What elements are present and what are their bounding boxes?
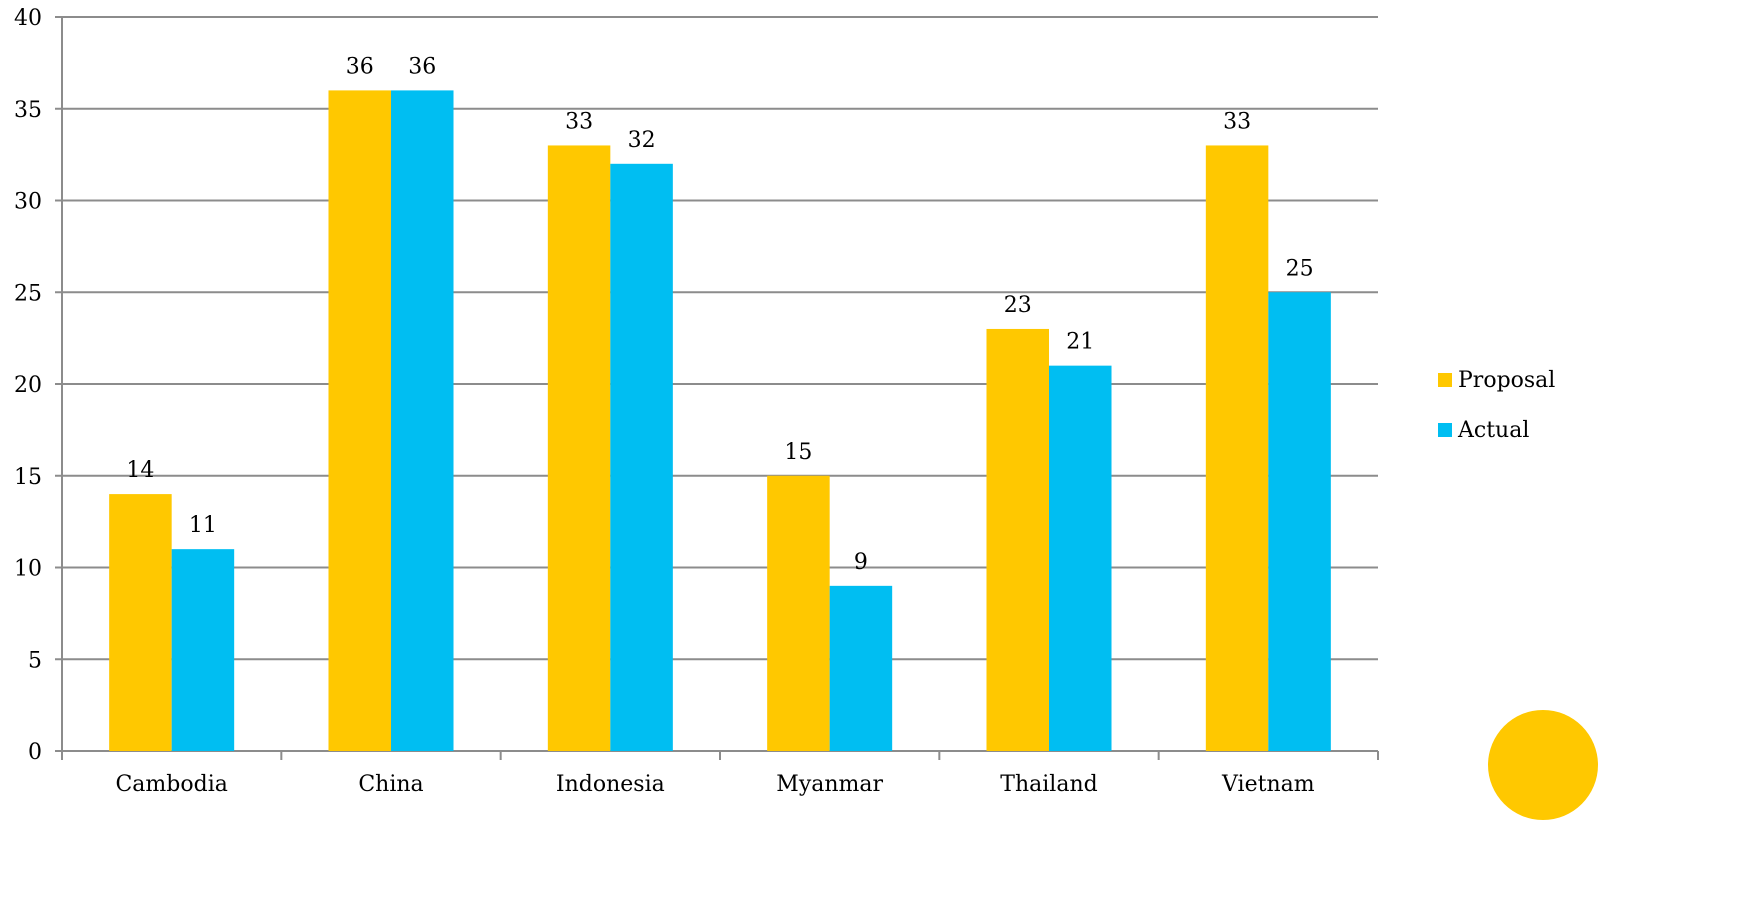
bar-actual-myanmar	[829, 585, 893, 751]
bar-proposal-cambodia	[109, 494, 172, 751]
bar-proposal-indonesia	[547, 145, 611, 751]
legend-swatch-proposal	[1438, 373, 1452, 387]
x-tick-label: Thailand	[1000, 772, 1097, 797]
data-label: 23	[1004, 293, 1032, 318]
corner-decoration-circle	[1488, 710, 1598, 820]
bar-actual-thailand	[1049, 365, 1112, 751]
bars	[109, 90, 1331, 752]
bar-actual-china	[391, 90, 454, 751]
y-tick-label: 30	[14, 190, 42, 215]
axes: 0 5 10 15 20 25 30 35 40 Cambodia China Indonesia My…	[14, 6, 1379, 797]
y-tick-label: 35	[14, 98, 42, 123]
data-label: 14	[126, 458, 154, 483]
x-tick-label: Vietnam	[1221, 772, 1315, 797]
legend: Proposal Actual	[1438, 368, 1555, 443]
x-tick-label: Myanmar	[776, 772, 883, 797]
y-tick-label: 25	[14, 281, 42, 306]
data-label: 11	[189, 513, 217, 538]
data-label: 25	[1286, 256, 1314, 281]
bar-actual-cambodia	[171, 549, 235, 751]
bar-actual-vietnam	[1268, 292, 1331, 751]
gridlines	[62, 16, 1378, 661]
data-label: 32	[628, 128, 656, 153]
data-label: 21	[1066, 330, 1094, 355]
y-tick-label: 20	[14, 373, 42, 398]
y-tick-label: 15	[14, 465, 42, 490]
y-tick-label: 5	[28, 648, 42, 673]
data-label: 36	[408, 54, 436, 79]
data-label: 36	[346, 54, 374, 79]
data-label: 33	[565, 109, 593, 134]
bar-proposal-myanmar	[767, 475, 830, 751]
y-tick-label: 40	[14, 6, 42, 31]
legend-swatch-actual	[1438, 423, 1452, 437]
x-tick-label: China	[358, 772, 423, 797]
y-tick-label: 10	[14, 557, 42, 582]
x-tick-label: Cambodia	[115, 772, 227, 797]
data-label: 9	[854, 550, 868, 575]
x-tick-label: Indonesia	[556, 772, 665, 797]
bar-actual-indonesia	[610, 163, 673, 752]
y-tick-label: 0	[28, 740, 42, 765]
legend-label-proposal: Proposal	[1458, 368, 1555, 393]
bar-proposal-china	[328, 90, 391, 751]
data-labels: 14 11 36 36 33 32 15 9 23 21 33 25	[126, 54, 1313, 574]
data-label: 33	[1223, 109, 1251, 134]
bar-proposal-thailand	[986, 328, 1049, 751]
bar-proposal-vietnam	[1205, 145, 1269, 751]
legend-label-actual: Actual	[1457, 418, 1529, 443]
data-label: 15	[784, 440, 812, 465]
